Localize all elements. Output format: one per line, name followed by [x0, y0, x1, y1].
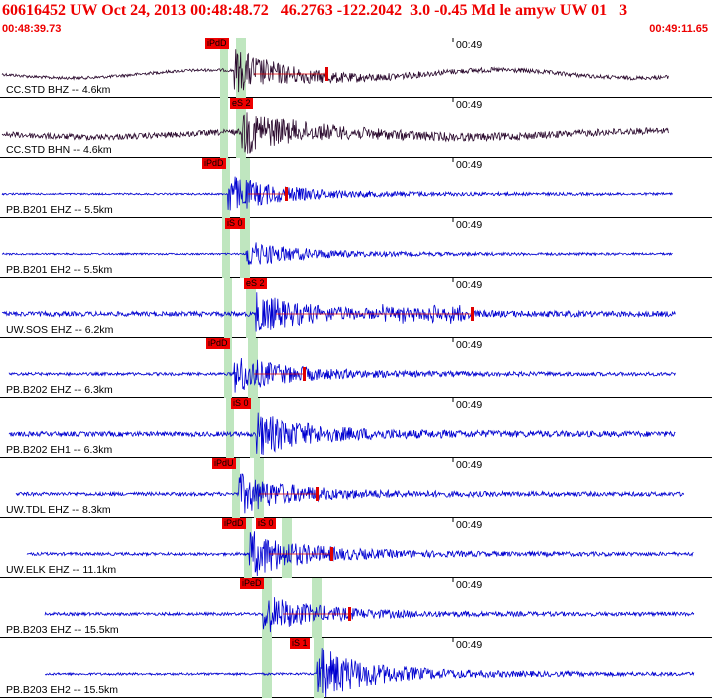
trace-panel: iPdD iS 0 00:49 UW.ELK EHZ -- 11.1km — [0, 518, 712, 578]
seismic-waveform — [1, 176, 673, 211]
phase-pick-label[interactable]: iPdU — [212, 458, 236, 469]
phase-pick-label[interactable]: iS 0 — [225, 218, 245, 229]
time-tick-label: 00:49 — [456, 39, 483, 51]
phase-pick-label-secondary[interactable]: iS 0 — [256, 518, 276, 529]
seismic-waveform — [1, 292, 676, 332]
time-tick-label: 00:49 — [456, 279, 483, 291]
station-label: PB.B201 EH2 -- 5.5km — [6, 264, 113, 276]
seismic-waveform — [26, 531, 694, 577]
seismic-waveform — [44, 597, 695, 633]
phase-window-highlight — [250, 398, 260, 458]
coda-end-marker[interactable] — [285, 187, 288, 201]
phase-window-highlight — [220, 38, 228, 98]
phase-pick-label[interactable]: iPdD — [202, 158, 226, 169]
coda-end-marker[interactable] — [348, 607, 351, 621]
station-label: CC.STD BHN -- 4.6km — [6, 144, 112, 156]
phase-window-highlight — [262, 578, 272, 638]
event-header: 60616452 UW Oct 24, 2013 00:48:48.72 46.… — [0, 0, 712, 38]
end-time-label: 00:49:11.65 — [649, 23, 708, 35]
station-label: PB.B203 EHZ -- 15.5km — [6, 624, 119, 636]
station-label: UW.TDL EHZ -- 8.3km — [6, 504, 111, 516]
time-tick-label: 00:49 — [456, 579, 483, 591]
coda-end-marker[interactable] — [325, 67, 328, 81]
waveform-plot — [44, 578, 695, 638]
station-label: PB.B202 EHZ -- 6.3km — [6, 384, 113, 396]
phase-pick-label[interactable]: eS 2 — [244, 278, 267, 289]
time-tick-label: 00:49 — [456, 159, 483, 171]
time-tick-label: 00:49 — [456, 399, 483, 411]
phase-window-highlight — [224, 338, 232, 398]
phase-window-highlight — [240, 158, 250, 218]
seismic-waveform — [1, 112, 669, 154]
waveform-plot — [1, 38, 669, 98]
phase-window-highlight — [246, 278, 256, 338]
time-tick-label: 00:49 — [456, 639, 483, 651]
seismic-waveform — [8, 412, 676, 456]
seismogram-panels: iPdD 00:49 CC.STD BHZ -- 4.6km eS 2 00:49 CC.… — [0, 38, 712, 698]
seismic-waveform — [1, 49, 669, 93]
phase-window-highlight — [222, 218, 230, 278]
station-label: PB.B202 EH1 -- 6.3km — [6, 444, 113, 456]
phase-window-highlight — [248, 338, 258, 398]
trace-panel: iPdD 00:49 PB.B202 EHZ -- 6.3km — [0, 338, 712, 398]
phase-window-highlight — [262, 638, 272, 698]
seismic-waveform — [8, 357, 676, 393]
waveform-plot — [8, 398, 676, 458]
time-tick-label: 00:49 — [456, 459, 483, 471]
phase-pick-label[interactable]: iS 1 — [290, 638, 310, 649]
phase-window-highlight — [244, 518, 252, 578]
time-tick-label: 00:49 — [456, 99, 483, 111]
station-label: PB.B201 EHZ -- 5.5km — [6, 204, 113, 216]
station-label: CC.STD BHZ -- 4.6km — [6, 84, 111, 96]
phase-pick-label[interactable]: iS 0 — [231, 398, 251, 409]
time-tick-label: 00:49 — [456, 339, 483, 351]
coda-end-marker[interactable] — [316, 487, 319, 501]
coda-end-marker[interactable] — [471, 307, 474, 321]
phase-pick-label[interactable]: iPeD — [240, 578, 264, 589]
phase-window-highlight — [232, 458, 240, 518]
event-title: 60616452 UW Oct 24, 2013 00:48:48.72 46.… — [2, 2, 628, 19]
waveform-plot — [1, 158, 673, 218]
trace-panel: eS 2 00:49 UW.SOS EHZ -- 6.2km — [0, 278, 712, 338]
phase-window-highlight — [226, 398, 234, 458]
waveform-plot — [26, 518, 694, 578]
trace-panel: iS 0 00:49 PB.B202 EH1 -- 6.3km — [0, 398, 712, 458]
coda-end-marker[interactable] — [330, 547, 333, 561]
seismic-waveform — [15, 473, 685, 514]
time-tick-label: 00:49 — [456, 519, 483, 531]
waveform-plot — [8, 338, 676, 398]
waveform-plot — [1, 98, 669, 158]
trace-panel: iPeD 00:49 PB.B203 EHZ -- 15.5km — [0, 578, 712, 638]
seismic-waveform — [45, 648, 695, 698]
station-label: PB.B203 EH2 -- 15.5km — [6, 684, 119, 696]
phase-pick-label[interactable]: iPdD — [206, 338, 230, 349]
phase-pick-label[interactable]: iPdD — [205, 38, 229, 49]
station-label: UW.SOS EHZ -- 6.2km — [6, 324, 114, 336]
trace-panel: iPdU 00:49 UW.TDL EHZ -- 8.3km — [0, 458, 712, 518]
phase-window-highlight — [236, 98, 246, 158]
phase-window-highlight — [224, 278, 232, 338]
phase-window-highlight — [240, 218, 250, 278]
trace-panel: iPdD 00:49 CC.STD BHZ -- 4.6km — [0, 38, 712, 98]
start-time-label: 00:48:39.73 — [2, 23, 62, 35]
trace-panel: iPdD 00:49 PB.B201 EHZ -- 5.5km — [0, 158, 712, 218]
time-tick-label: 00:49 — [456, 219, 483, 231]
phase-window-highlight — [282, 518, 292, 578]
waveform-plot — [15, 458, 685, 518]
trace-panel: iS 0 00:49 PB.B201 EH2 -- 5.5km — [0, 218, 712, 278]
phase-window-highlight — [222, 158, 230, 218]
waveform-plot — [45, 638, 695, 698]
coda-end-marker[interactable] — [303, 367, 306, 381]
phase-window-highlight — [220, 98, 228, 158]
trace-panel: eS 2 00:49 CC.STD BHN -- 4.6km — [0, 98, 712, 158]
waveform-plot — [1, 218, 673, 278]
phase-pick-label[interactable]: eS 2 — [230, 98, 253, 109]
trace-panel: iS 1 00:49 PB.B203 EH2 -- 15.5km — [0, 638, 712, 698]
station-label: UW.ELK EHZ -- 11.1km — [6, 564, 117, 576]
seismic-waveform — [1, 242, 673, 265]
waveform-plot — [1, 278, 676, 338]
phase-pick-label[interactable]: iPdD — [222, 518, 246, 529]
